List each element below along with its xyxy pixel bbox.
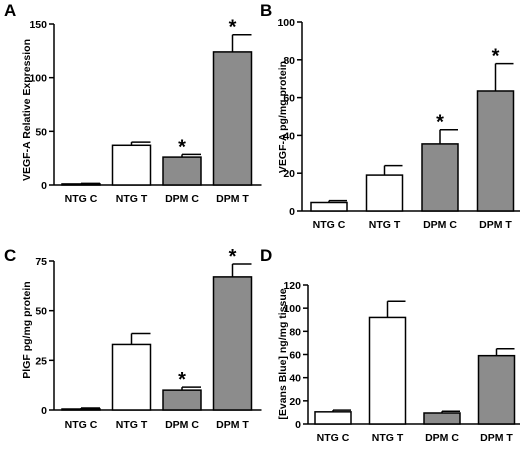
y-tick-label: 100: [283, 303, 301, 315]
panel-letter: D: [260, 246, 272, 265]
panel-letter: A: [4, 1, 16, 20]
significance-star: *: [436, 112, 444, 134]
bar-dpm-t: [476, 90, 515, 212]
x-tick-label: DPM T: [216, 419, 249, 431]
y-tick-label: 20: [289, 396, 301, 408]
x-tick-label: NTG T: [116, 193, 148, 205]
y-axis-title: VEGF-A pg/mg protein: [277, 61, 289, 173]
x-tick-label: NTG C: [65, 419, 98, 431]
bar-ntg-t: [368, 316, 407, 425]
bar-ntg-t: [365, 174, 404, 212]
bar-ntg-c: [61, 183, 101, 186]
y-tick-label: 80: [289, 326, 301, 338]
bar-dpm-t: [212, 276, 253, 411]
x-tick-label: DPM T: [216, 193, 249, 205]
chart-panel-d: D [Evans Blue] ng/mg tissue 0 20 40 60 80 100 12…: [260, 246, 520, 444]
significance-star: *: [229, 17, 237, 39]
y-axis-title: VEGF-A Relative Expression: [21, 39, 33, 181]
y-tick-label: 50: [35, 126, 47, 138]
x-tick-label: NTG T: [116, 419, 148, 431]
x-tick-label: DPM T: [479, 219, 512, 231]
y-tick-label: 120: [283, 280, 301, 292]
bar-ntg-t: [111, 144, 152, 186]
chart-panel-c: C PlGF pg/mg protein 0 25 50 75 NTG C NTG T DPM …: [4, 246, 262, 431]
x-tick-label: DPM C: [165, 193, 199, 205]
x-tick-label: NTG T: [372, 432, 404, 444]
bar-ntg-t: [111, 343, 152, 411]
y-tick-label: 80: [283, 55, 295, 67]
significance-star: *: [178, 136, 186, 158]
bar-dpm-c: [423, 412, 461, 425]
x-tick-label: NTG C: [65, 193, 98, 205]
y-tick-label: 60: [289, 350, 301, 362]
y-tick-label: 100: [277, 17, 295, 29]
significance-star: *: [229, 246, 237, 268]
panel-letter: C: [4, 246, 16, 265]
bar-dpm-c: [162, 389, 202, 411]
y-tick-label: 0: [289, 206, 295, 218]
y-tick-label: 0: [41, 180, 47, 192]
x-tick-label: NTG T: [369, 219, 401, 231]
chart-panel-b: B VEGF-A pg/mg protein 0 20 40 60 80 100 NTG C NT…: [260, 1, 520, 231]
x-tick-label: NTG C: [317, 432, 350, 444]
y-tick-label: 20: [283, 168, 295, 180]
x-tick-label: NTG C: [313, 219, 346, 231]
bar-ntg-c: [310, 201, 348, 212]
y-tick-label: 60: [283, 93, 295, 105]
panel-letter: B: [260, 1, 272, 20]
significance-star: *: [492, 46, 500, 68]
y-tick-label: 40: [283, 130, 295, 142]
bar-dpm-t: [477, 354, 516, 425]
x-tick-label: DPM C: [423, 219, 457, 231]
bar-dpm-c: [421, 143, 459, 212]
y-tick-label: 150: [29, 19, 47, 31]
bar-dpm-t: [212, 51, 253, 186]
bar-ntg-c: [314, 411, 352, 425]
y-tick-label: 25: [35, 355, 47, 367]
y-tick-label: 40: [289, 373, 301, 385]
x-tick-label: DPM C: [165, 419, 199, 431]
y-axis-title: [Evans Blue] ng/mg tissue: [277, 288, 289, 419]
significance-star: *: [178, 369, 186, 391]
y-tick-label: 0: [41, 405, 47, 417]
y-axis-title: PlGF pg/mg protein: [21, 281, 33, 378]
x-tick-label: DPM C: [425, 432, 459, 444]
y-tick-label: 75: [35, 256, 47, 268]
y-tick-label: 50: [35, 306, 47, 318]
y-tick-label: 100: [29, 73, 47, 85]
bar-ntg-c: [61, 408, 101, 411]
chart-panel-a: A VEGF-A Relative Expression 0 50 100 150 NTG …: [4, 1, 262, 205]
y-tick-label: 0: [295, 419, 301, 431]
bar-dpm-c: [162, 156, 202, 186]
x-tick-label: DPM T: [480, 432, 513, 444]
